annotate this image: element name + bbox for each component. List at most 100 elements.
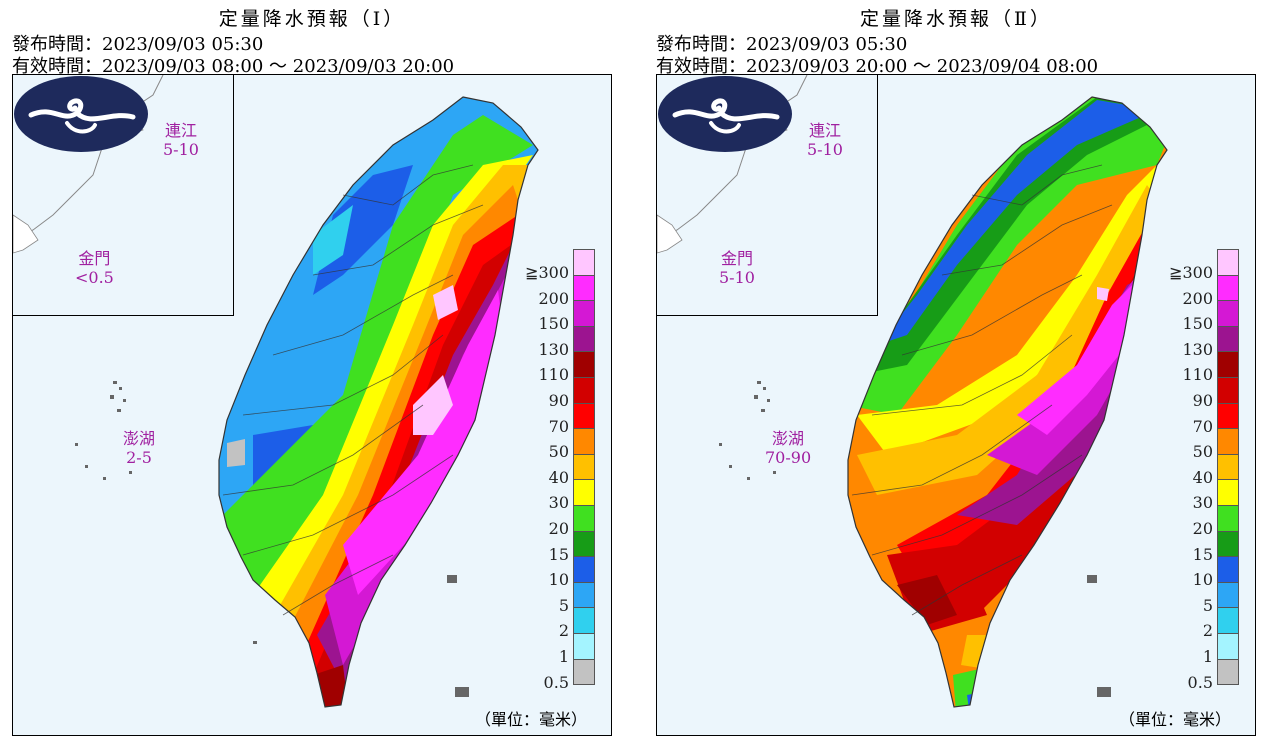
legend-swatch bbox=[1217, 325, 1239, 353]
kinmen-value: 5-10 bbox=[719, 268, 755, 287]
kinmen-value: <0.5 bbox=[75, 268, 114, 287]
legend-label: 90 bbox=[548, 391, 569, 410]
legend-label: 130 bbox=[1182, 339, 1213, 359]
legend-swatch bbox=[573, 428, 595, 455]
legend-label: 15 bbox=[548, 544, 569, 564]
unit-label: （單位：毫米） bbox=[1119, 710, 1232, 729]
legend-label: 2 bbox=[558, 621, 569, 641]
legend-swatch bbox=[573, 479, 595, 506]
legend-swatch bbox=[1217, 633, 1239, 660]
legend-swatch bbox=[1217, 300, 1239, 327]
legend-label: 90 bbox=[1192, 391, 1213, 410]
legend-label: 1 bbox=[558, 647, 569, 666]
legend-label: 20 bbox=[548, 519, 569, 538]
legend-label: 0.5 bbox=[543, 672, 569, 692]
panel-title: 定量降水預報（Ⅱ） bbox=[860, 8, 1052, 30]
legend-swatch bbox=[1217, 453, 1239, 481]
legend-label: 10 bbox=[548, 570, 569, 590]
legend-swatch bbox=[573, 402, 595, 430]
panel-title: 定量降水預報（Ⅰ） bbox=[218, 8, 406, 30]
legend-label: 70 bbox=[548, 416, 569, 436]
legend-swatch bbox=[573, 633, 595, 660]
legend-swatch bbox=[573, 325, 595, 353]
legend-label: ≧300 bbox=[525, 263, 569, 282]
legend-label: 30 bbox=[1192, 493, 1213, 513]
legend-label: 150 bbox=[538, 314, 569, 334]
lienchiang-label: 連江 5-10 bbox=[163, 121, 199, 159]
legend-swatch bbox=[573, 505, 595, 532]
legend-swatch bbox=[1217, 351, 1239, 378]
legend-label: 50 bbox=[1192, 442, 1213, 462]
rainfall-map: 連江 5-10 金門 <0.5 澎湖 2-5 ≧300 200 150 130 110 9… bbox=[12, 74, 612, 736]
legend-swatch bbox=[573, 530, 595, 558]
rainfall-map: 連江 5-10 金門 5-10 澎湖 70-90 ≧300 200 150 130 11… bbox=[656, 74, 1256, 736]
legend-label: 110 bbox=[1182, 365, 1213, 385]
lienchiang-value: 5-10 bbox=[807, 140, 843, 159]
legend-label: 30 bbox=[548, 493, 569, 513]
lienchiang-name: 連江 bbox=[808, 121, 841, 140]
legend-swatch bbox=[1217, 249, 1239, 276]
legend-label: 110 bbox=[538, 365, 569, 385]
taiwan-rainfall-shading bbox=[719, 96, 1168, 708]
legend-label: 15 bbox=[1192, 544, 1213, 564]
legend-label: 40 bbox=[1192, 467, 1213, 487]
legend-swatch bbox=[573, 249, 595, 276]
legend-label: 5 bbox=[1202, 595, 1213, 615]
kinmen-name: 金門 bbox=[78, 249, 111, 268]
penghu-value: 2-5 bbox=[126, 448, 152, 467]
rainfall-legend: ≧300 200 150 130 110 90 70 50 40 30 20 15 10 5 2 1 0.5 bbox=[525, 249, 611, 692]
legend-swatch bbox=[1217, 530, 1239, 558]
legend-swatch bbox=[573, 556, 595, 583]
legend-label: 50 bbox=[548, 442, 569, 462]
legend-swatch bbox=[1217, 607, 1239, 634]
penghu-label: 澎湖 70-90 bbox=[765, 429, 811, 467]
legend-label: 200 bbox=[538, 288, 569, 308]
legend-label: 20 bbox=[1192, 519, 1213, 538]
penghu-value: 70-90 bbox=[765, 448, 812, 467]
legend-swatch bbox=[1217, 402, 1239, 430]
legend-label: 200 bbox=[1182, 288, 1213, 308]
lienchiang-value: 5-10 bbox=[163, 140, 199, 159]
penghu-name: 澎湖 bbox=[772, 429, 805, 448]
legend-swatch bbox=[1217, 377, 1239, 404]
legend-label: 130 bbox=[538, 339, 569, 359]
lienchiang-name: 連江 bbox=[164, 121, 197, 140]
legend-swatch bbox=[1217, 428, 1239, 455]
lienchiang-label: 連江 5-10 bbox=[807, 121, 843, 159]
cwa-logo bbox=[14, 76, 148, 152]
legend-swatch bbox=[573, 581, 595, 609]
legend-swatch bbox=[1217, 581, 1239, 609]
issue-time: 發布時間：2023/09/03 05:30 bbox=[656, 34, 908, 55]
legend-swatch bbox=[573, 300, 595, 327]
legend-label: 5 bbox=[558, 595, 569, 615]
legend-label: 150 bbox=[1182, 314, 1213, 334]
valid-time: 有效時間：2023/09/03 08:00 ～ 2023/09/03 20:00 bbox=[12, 56, 455, 77]
legend-swatch bbox=[573, 453, 595, 481]
legend-swatch bbox=[1217, 479, 1239, 506]
kinmen-label: 金門 5-10 bbox=[719, 249, 755, 287]
penghu-name: 澎湖 bbox=[123, 429, 156, 448]
forecast-panel-1: 定量降水預報（Ⅰ） 發布時間：2023/09/03 05:30 有效時間：202… bbox=[12, 0, 612, 738]
legend-label: 40 bbox=[548, 467, 569, 487]
unit-label: （單位：毫米） bbox=[475, 710, 588, 729]
valid-time: 有效時間：2023/09/03 20:00 ～ 2023/09/04 08:00 bbox=[656, 56, 1099, 77]
kinmen-label: 金門 <0.5 bbox=[75, 249, 114, 287]
legend-swatch bbox=[573, 377, 595, 404]
forecast-panel-2: 定量降水預報（Ⅱ） 發布時間：2023/09/03 05:30 有效時間：202… bbox=[656, 0, 1256, 738]
taiwan-rainfall-shading bbox=[75, 96, 539, 708]
legend-label: ≧300 bbox=[1169, 263, 1213, 282]
cwa-logo bbox=[658, 76, 792, 152]
issue-time: 發布時間：2023/09/03 05:30 bbox=[12, 34, 264, 55]
rainfall-legend: ≧300 200 150 130 110 90 70 50 40 30 20 15 10 5 2 1 0.5 bbox=[1169, 249, 1255, 692]
penghu-label: 澎湖 2-5 bbox=[123, 429, 155, 467]
legend-swatch bbox=[573, 607, 595, 634]
legend-label: 10 bbox=[1192, 570, 1213, 590]
legend-label: 70 bbox=[1192, 416, 1213, 436]
legend-label: 0.5 bbox=[1187, 672, 1213, 692]
legend-label: 2 bbox=[1202, 621, 1213, 641]
legend-swatch bbox=[1217, 556, 1239, 583]
legend-swatch bbox=[573, 658, 595, 686]
legend-swatch bbox=[573, 274, 595, 302]
legend-swatch bbox=[1217, 505, 1239, 532]
legend-label: 1 bbox=[1202, 647, 1213, 666]
